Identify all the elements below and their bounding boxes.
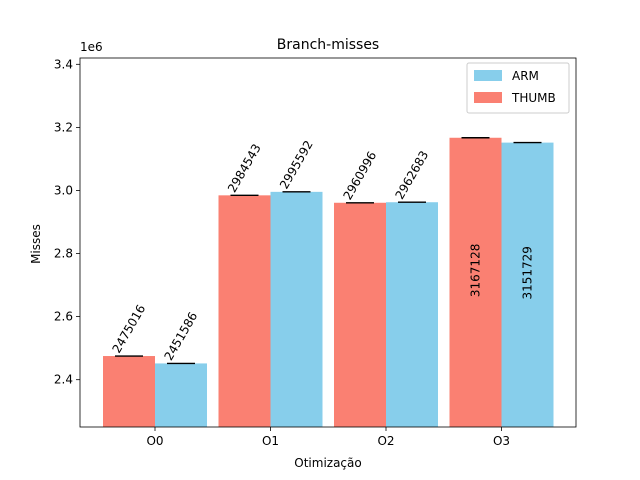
value-label-thumb-o3: 3167128 bbox=[469, 244, 483, 297]
legend-swatch-arm bbox=[474, 70, 502, 81]
y-axis-label: Misses bbox=[29, 224, 43, 264]
y-tick-label: 3.0 bbox=[54, 183, 73, 197]
bar-arm-o2 bbox=[386, 202, 438, 427]
error-bars-layer bbox=[115, 137, 542, 365]
x-tick-label: O0 bbox=[146, 434, 163, 448]
value-label-arm-o2: 2962683 bbox=[392, 148, 431, 201]
y-tick-label: 2.6 bbox=[54, 310, 73, 324]
chart-title: Branch-misses bbox=[277, 37, 379, 53]
x-tick-label: O1 bbox=[262, 434, 279, 448]
y-offset-text: 1e6 bbox=[80, 40, 103, 54]
x-tick-label: O3 bbox=[493, 434, 510, 448]
bar-thumb-o1 bbox=[218, 195, 271, 427]
x-tick-label: O2 bbox=[377, 434, 394, 448]
axes-layer: O0 O1 O2 O3 2.4 2.6 2.8 3.0 3.2 3.4 bbox=[54, 57, 577, 448]
value-label-thumb-o1: 2984543 bbox=[225, 142, 264, 195]
plot-frame bbox=[79, 57, 577, 428]
y-tick-label: 3.4 bbox=[54, 57, 73, 71]
y-tick-label: 2.8 bbox=[54, 247, 73, 261]
bar-arm-o3 bbox=[501, 142, 554, 427]
legend-label-thumb: THUMB bbox=[511, 91, 556, 105]
value-label-thumb-o2: 2960996 bbox=[340, 149, 379, 202]
bar-thumb-o2 bbox=[334, 202, 386, 427]
bars-layer bbox=[103, 137, 554, 427]
value-label-arm-o0: 2451586 bbox=[161, 310, 200, 363]
value-label-arm-o3: 3151729 bbox=[521, 246, 535, 299]
bar-thumb-o0 bbox=[103, 356, 155, 427]
bar-thumb-o3 bbox=[449, 137, 502, 427]
legend-label-arm: ARM bbox=[512, 69, 539, 83]
legend: ARM THUMB bbox=[466, 62, 570, 114]
y-tick-label: 2.4 bbox=[54, 373, 73, 387]
legend-swatch-thumb bbox=[474, 92, 502, 103]
bar-arm-o1 bbox=[270, 191, 323, 427]
bar-arm-o0 bbox=[155, 363, 207, 427]
x-axis-label: Otimização bbox=[294, 456, 361, 470]
value-label-arm-o1: 2995592 bbox=[277, 138, 316, 191]
y-tick-label: 3.2 bbox=[54, 120, 73, 134]
value-label-thumb-o0: 2475016 bbox=[109, 302, 148, 355]
